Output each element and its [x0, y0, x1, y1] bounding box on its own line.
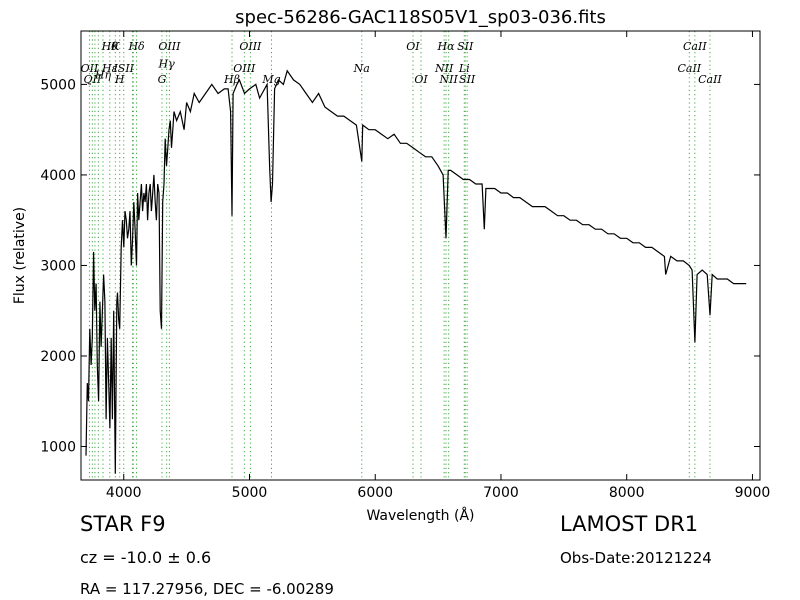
x-tick-label: 6000: [357, 485, 393, 501]
spectrum-line: [85, 69, 747, 474]
line-label: CaII: [677, 62, 701, 75]
chart-title: spec-56286-GAC118S05V1_sp03-036.fits: [235, 7, 606, 28]
y-tick-label: 4000: [40, 168, 76, 184]
x-tick-label: 7000: [483, 485, 519, 501]
survey-label: LAMOST DR1: [560, 512, 699, 536]
line-label: OII: [81, 62, 99, 75]
line-label: OI: [414, 73, 428, 86]
line-label: Na: [353, 62, 370, 75]
y-tick-label: 3000: [40, 258, 76, 274]
line-label: OIII: [233, 62, 256, 75]
line-label: Hε: [101, 62, 118, 75]
line-label: Hβ: [223, 73, 240, 86]
line-label: Hη: [94, 69, 112, 82]
x-axis-label: Wavelength (Å): [366, 507, 474, 524]
x-tick-label: 9000: [735, 485, 771, 501]
line-label: G: [158, 73, 167, 86]
line-label: SII: [459, 73, 476, 86]
plot-frame: [80, 30, 761, 481]
line-label: CaII: [698, 73, 722, 86]
line-label: ISII: [112, 62, 134, 75]
obs-date-label: Obs-Date:20121224: [560, 549, 712, 567]
line-label: OIII: [239, 40, 262, 53]
y-axis-label: Flux (relative): [12, 207, 28, 304]
line-label: Hθ: [101, 40, 119, 53]
x-tick-label: 4000: [106, 485, 142, 501]
radec-label: RA = 117.27956, DEC = -6.00289: [80, 580, 334, 598]
line-label: NII: [439, 73, 459, 86]
line-label: Hδ: [127, 40, 145, 53]
line-label: SII: [457, 40, 474, 53]
line-label: Hα: [437, 40, 456, 53]
line-label: OI: [406, 40, 420, 53]
y-tick-label: 1000: [40, 440, 76, 456]
line-label: CaII: [683, 40, 707, 53]
x-tick-label: 5000: [232, 485, 268, 501]
y-tick-label: 2000: [40, 349, 76, 365]
y-tick-label: 5000: [40, 77, 76, 93]
line-label: Hγ: [158, 58, 176, 71]
x-tick-label: 8000: [609, 485, 645, 501]
line-label: Mg: [261, 73, 280, 86]
line-label: Li: [458, 62, 470, 75]
line-label: K: [110, 40, 120, 53]
object-type-label: STAR F9: [80, 512, 166, 536]
line-label: QII: [83, 73, 101, 86]
redshift-label: cz = -10.0 ± 0.6: [80, 548, 212, 567]
line-label: H: [114, 73, 125, 86]
line-label: OIII: [158, 40, 181, 53]
